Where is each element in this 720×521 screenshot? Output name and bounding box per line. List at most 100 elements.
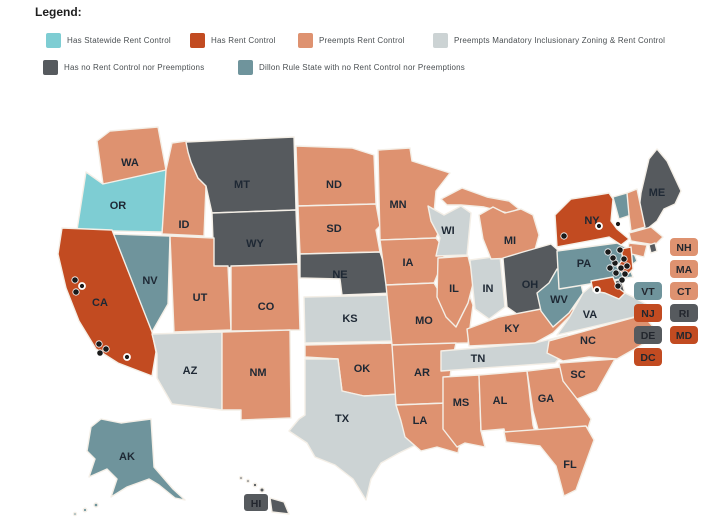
state-label-KS: KS xyxy=(342,313,357,325)
city-marker xyxy=(617,264,625,272)
state-label-NE: NE xyxy=(332,269,347,281)
state-CA xyxy=(57,227,157,377)
state-box-DC xyxy=(634,348,662,366)
state-box-label-MA: MA xyxy=(676,264,693,276)
state-label-KY: KY xyxy=(504,323,520,335)
legend-item: Has no Rent Control nor Preemptions xyxy=(43,60,204,75)
state-MA xyxy=(628,226,664,246)
legend-swatch-none xyxy=(43,60,58,75)
legend-item: Has Statewide Rent Control xyxy=(46,33,171,48)
state-label-ME: ME xyxy=(649,187,666,199)
state-label-CO: CO xyxy=(258,301,275,313)
legend-item-label: Preempts Mandatory Inclusionary Zoning &… xyxy=(454,36,666,45)
state-label-TX: TX xyxy=(335,413,350,425)
state-label-ND: ND xyxy=(326,179,342,191)
city-marker xyxy=(102,345,110,353)
state-label-LA: LA xyxy=(413,415,428,427)
state-box-VT xyxy=(634,282,662,300)
state-NE xyxy=(299,251,395,296)
state-label-TN: TN xyxy=(471,353,486,365)
legend-swatch-preempts xyxy=(298,33,313,48)
state-box-DE xyxy=(634,326,662,344)
state-NH xyxy=(626,188,646,232)
state-label-AL: AL xyxy=(493,395,508,407)
aleutian-island xyxy=(82,507,88,513)
city-marker xyxy=(71,276,79,284)
legend-item: Dillon Rule State with no Rent Control n… xyxy=(238,60,465,75)
state-label-MI: MI xyxy=(504,235,516,247)
state-box-label-NH: NH xyxy=(676,242,691,254)
state-label-ID: ID xyxy=(179,219,190,231)
state-box-NH xyxy=(670,238,698,256)
state-label-OR: OR xyxy=(110,200,127,212)
state-box-label-NJ: NJ xyxy=(641,308,655,320)
city-marker xyxy=(620,255,628,263)
city-marker-ringed xyxy=(595,222,603,230)
state-label-NM: NM xyxy=(249,367,266,379)
state-HI-islands xyxy=(238,475,290,515)
state-label-SC: SC xyxy=(570,369,585,381)
state-label-WY: WY xyxy=(246,238,264,250)
state-labels-layer: WA OR ID MT WY NV UT CO CA AZ NM ND SD N… xyxy=(92,157,665,471)
state-label-GA: GA xyxy=(538,393,555,405)
city-marker xyxy=(72,288,80,296)
state-label-MO: MO xyxy=(415,315,433,327)
state-label-IA: IA xyxy=(403,257,414,269)
state-label-AR: AR xyxy=(414,367,430,379)
legend: Legend: Has Statewide Rent Control Has R… xyxy=(0,0,720,95)
hawaii-island xyxy=(238,475,244,481)
states-layer xyxy=(57,126,682,517)
aleutian-island xyxy=(93,502,99,508)
city-marker xyxy=(606,264,614,272)
state-label-OK: OK xyxy=(354,363,371,375)
state-label-WI: WI xyxy=(441,225,454,237)
legend-item-label: Has no Rent Control nor Preemptions xyxy=(64,63,205,72)
city-markers-layer xyxy=(71,220,631,361)
legend-item-label: Has Statewide Rent Control xyxy=(67,36,171,45)
small-state-boxes-layer: NH MA VT CT NJ RI DE MD DC HI xyxy=(244,238,698,511)
city-marker-ringed xyxy=(78,282,86,290)
city-marker xyxy=(560,232,568,240)
state-box-label-DE: DE xyxy=(641,330,656,342)
state-label-AZ: AZ xyxy=(183,365,198,377)
state-NY xyxy=(554,192,630,248)
legend-item: Has Rent Control xyxy=(190,33,276,48)
state-box-label-HI: HI xyxy=(251,498,262,510)
state-IL xyxy=(436,255,475,328)
state-label-SD: SD xyxy=(326,223,341,235)
state-label-MS: MS xyxy=(453,397,470,409)
state-UT xyxy=(169,235,232,333)
city-marker xyxy=(614,282,622,290)
state-ME xyxy=(636,148,682,230)
legend-swatch-rent-control xyxy=(190,33,205,48)
state-box-label-RI: RI xyxy=(679,308,690,320)
state-label-MT: MT xyxy=(234,179,250,191)
city-marker xyxy=(612,269,620,277)
hawaii-island xyxy=(252,482,258,488)
state-box-label-DC: DC xyxy=(640,352,656,364)
state-label-WV: WV xyxy=(550,294,568,306)
state-CO xyxy=(230,263,301,332)
state-box-label-VT: VT xyxy=(641,286,655,298)
hawaii-island xyxy=(245,478,251,484)
legend-item: Preempts Mandatory Inclusionary Zoning &… xyxy=(433,33,665,48)
state-label-VA: VA xyxy=(583,309,598,321)
state-box-MA xyxy=(670,260,698,278)
state-MI xyxy=(478,206,540,260)
state-label-UT: UT xyxy=(193,292,208,304)
aleutian-island xyxy=(72,511,78,517)
legend-item-label: Preempts Rent Control xyxy=(319,36,405,45)
legend-item: Preempts Rent Control xyxy=(298,33,405,48)
state-box-label-MD: MD xyxy=(676,330,693,342)
state-box-CT xyxy=(670,282,698,300)
city-marker xyxy=(96,349,104,357)
legend-swatch-inclusionary xyxy=(433,33,448,48)
state-label-CA: CA xyxy=(92,297,108,309)
legend-item-label: Has Rent Control xyxy=(211,36,276,45)
state-label-NV: NV xyxy=(142,275,158,287)
state-label-OH: OH xyxy=(522,279,539,291)
city-marker-ringed xyxy=(123,353,131,361)
state-label-IN: IN xyxy=(483,283,494,295)
city-marker xyxy=(618,276,626,284)
